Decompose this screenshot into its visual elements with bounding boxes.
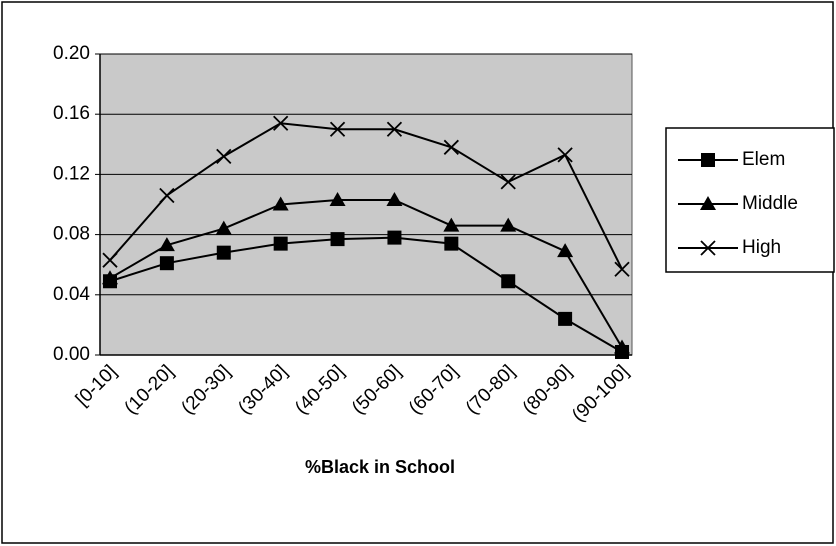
data-point (614, 261, 630, 277)
data-point (159, 256, 174, 271)
data-point (215, 220, 232, 235)
data-point (558, 311, 573, 326)
legend-marker (700, 240, 716, 256)
data-point (386, 191, 403, 206)
x-axis-title: %Black in School (305, 457, 455, 477)
y-tick-label: 0.00 (53, 344, 90, 365)
data-point (500, 217, 517, 232)
data-point (158, 237, 175, 252)
data-point (386, 121, 403, 137)
data-point (443, 139, 459, 155)
legend-label: High (742, 237, 781, 258)
series-line (109, 122, 623, 270)
data-point (614, 339, 630, 354)
y-tick-label: 0.16 (53, 103, 90, 124)
legend-label: Elem (742, 149, 785, 170)
y-tick-label: 0.08 (53, 224, 90, 245)
data-point (444, 236, 459, 251)
data-point (102, 270, 118, 285)
legend-marker (701, 153, 715, 167)
data-point (500, 174, 516, 190)
series-line (109, 198, 623, 348)
data-point (102, 252, 118, 268)
data-point (330, 232, 345, 247)
data-point (443, 217, 460, 232)
series-line (109, 236, 623, 353)
data-point (273, 236, 288, 251)
legend-label: Middle (742, 193, 798, 214)
data-point (272, 196, 289, 211)
data-point (329, 121, 346, 137)
data-point (216, 148, 232, 164)
data-point (159, 187, 175, 204)
data-point (273, 115, 289, 131)
data-point (557, 243, 574, 258)
data-point (216, 245, 231, 260)
legend-marker (700, 196, 716, 210)
y-tick-label: 0.12 (53, 163, 90, 184)
data-point (387, 230, 402, 245)
data-point (329, 191, 346, 206)
y-tick-label: 0.20 (53, 43, 90, 64)
y-tick-label: 0.04 (53, 284, 90, 305)
data-point (557, 147, 573, 163)
data-point (501, 274, 516, 289)
